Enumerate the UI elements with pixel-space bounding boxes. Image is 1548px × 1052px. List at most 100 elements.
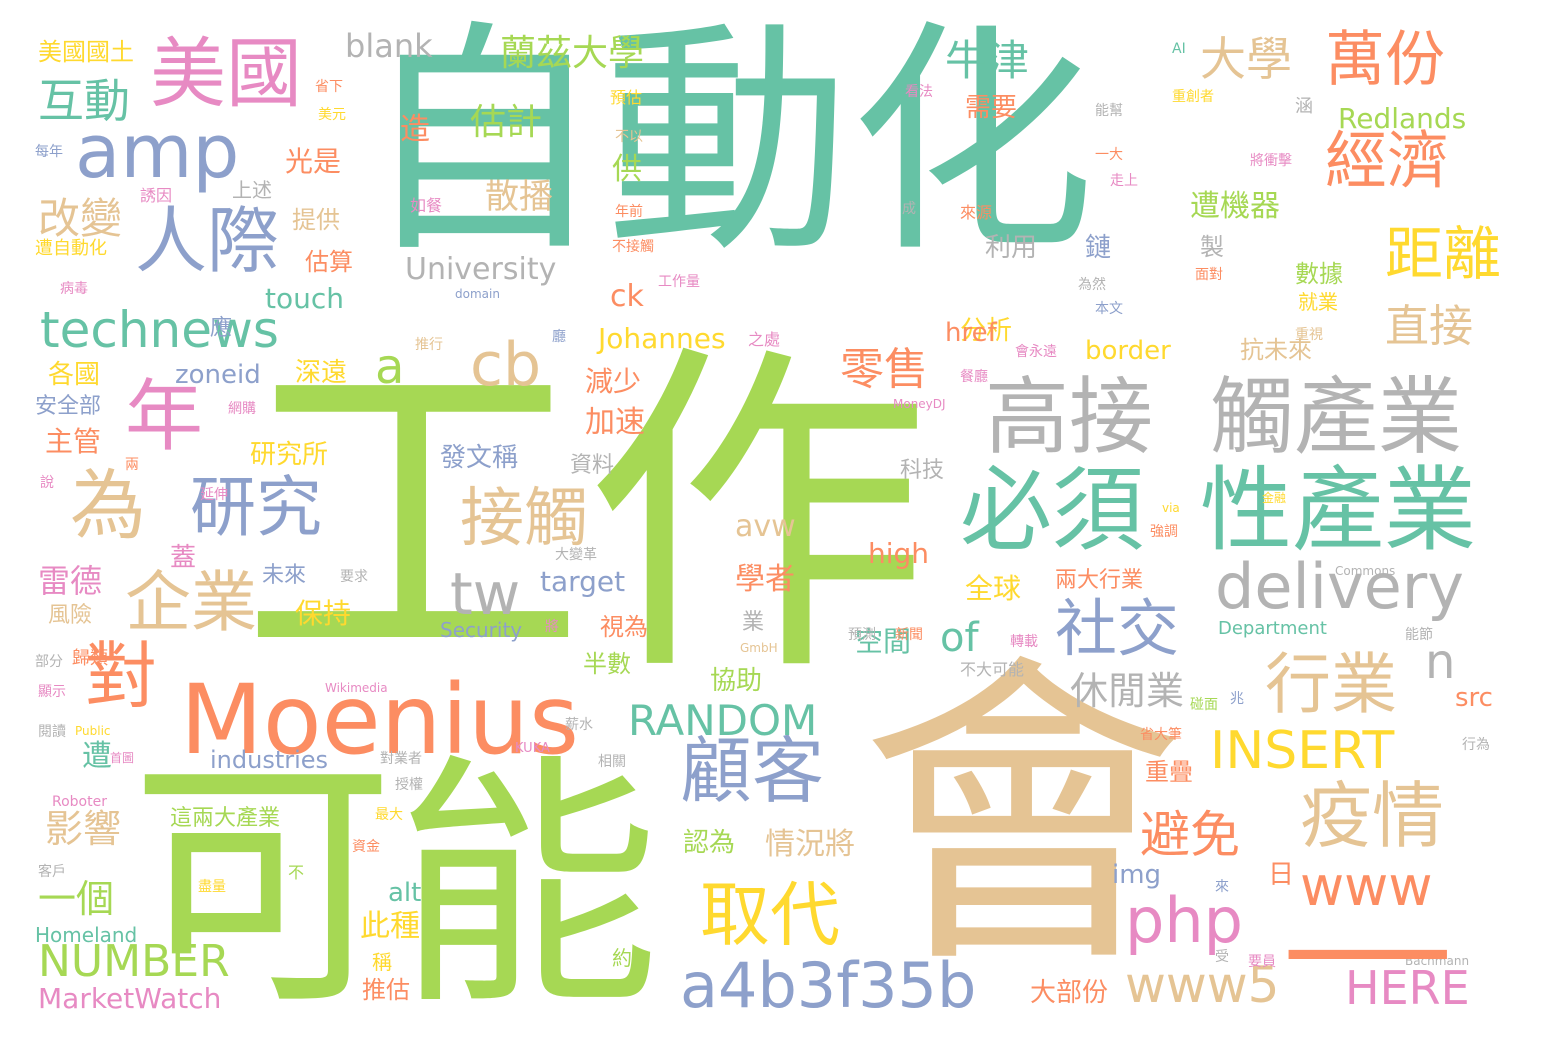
word: touch xyxy=(265,282,344,315)
word: 重視 xyxy=(1295,327,1323,343)
word: 距離 xyxy=(1385,220,1502,288)
word: 受 xyxy=(1215,949,1229,965)
word: alt xyxy=(388,878,422,908)
word: cb xyxy=(470,330,542,400)
word: 稱 xyxy=(372,950,392,974)
word: 能幫 xyxy=(1095,103,1123,119)
word: 兩 xyxy=(125,457,139,473)
word: 取代 xyxy=(700,874,840,956)
word: avw xyxy=(735,509,796,544)
word: 估計 xyxy=(470,102,543,143)
word: 轉載 xyxy=(1010,634,1038,650)
word: 蓋 xyxy=(170,543,197,573)
word: Department xyxy=(1218,618,1327,639)
word: industries xyxy=(210,746,329,774)
word: 兆 xyxy=(1230,691,1244,707)
word: HERE xyxy=(1345,961,1470,1015)
word: 行為 xyxy=(1462,737,1490,753)
word: 保持 xyxy=(295,597,352,630)
word: 加速 xyxy=(585,405,645,440)
word: ck xyxy=(610,279,644,314)
word: php xyxy=(1125,884,1244,957)
word: 認為 xyxy=(683,828,736,858)
word: 供 xyxy=(612,152,642,187)
word: 疫情 xyxy=(1300,774,1445,858)
word: 說 xyxy=(40,475,54,491)
word: 不接觸 xyxy=(612,239,654,255)
word: 資金 xyxy=(352,839,380,855)
word: 萬份 xyxy=(1325,25,1445,95)
word: INSERT xyxy=(1210,721,1395,781)
word: 餐廳 xyxy=(960,369,988,385)
word: of xyxy=(940,615,979,661)
word: Roboter xyxy=(52,794,107,810)
word: 顧客 xyxy=(680,729,825,813)
word: 大變革 xyxy=(555,547,597,563)
word: 工作 xyxy=(240,317,930,718)
word: 這兩大產業 xyxy=(170,806,281,831)
word: href xyxy=(945,318,997,348)
word: 年 xyxy=(125,372,204,462)
word: 散播 xyxy=(485,177,553,217)
word: 全球 xyxy=(965,572,1022,605)
word: 將 xyxy=(545,619,559,635)
word: 走上 xyxy=(1110,173,1138,189)
word: 牛津 xyxy=(945,36,1030,85)
word: 業 xyxy=(742,610,765,635)
word: GmbH xyxy=(740,641,778,655)
word: Johannes xyxy=(598,322,726,355)
word: 學者 xyxy=(735,562,795,597)
word: 互動 xyxy=(38,74,130,128)
word: 每年 xyxy=(35,144,63,160)
word: 觸產業 xyxy=(1210,368,1463,466)
word: 授權 xyxy=(395,777,423,793)
word: Public xyxy=(75,724,111,738)
word: 如餐 xyxy=(410,196,443,215)
word: 重疊 xyxy=(1145,758,1193,786)
word: n xyxy=(1425,634,1456,690)
word: target xyxy=(540,565,626,598)
word: 薪水 xyxy=(565,717,593,733)
word: 接觸 xyxy=(460,482,588,556)
word: img xyxy=(1112,860,1162,890)
word: 自動化 xyxy=(360,0,1095,285)
word: 日 xyxy=(1268,860,1295,890)
word: 研究所 xyxy=(250,440,329,470)
word: 社交 xyxy=(1055,592,1180,665)
word: 本文 xyxy=(1095,301,1123,317)
word: 能節 xyxy=(1405,627,1433,643)
word: amp xyxy=(75,109,240,195)
word: 誘因 xyxy=(140,186,173,205)
word: 遭機器 xyxy=(1190,189,1280,224)
word: 不以 xyxy=(615,129,643,145)
word: 造 xyxy=(400,112,430,147)
word: 分析 xyxy=(960,316,1013,346)
word: 情況將 xyxy=(765,827,855,862)
word: 兩大行業 xyxy=(1055,568,1144,593)
word: 鏈 xyxy=(1085,233,1112,263)
word: 部分 xyxy=(35,654,63,670)
word: 改變 xyxy=(38,194,123,243)
word: 風險 xyxy=(48,603,93,628)
word: 半數 xyxy=(583,650,631,678)
word: 影響 xyxy=(45,807,122,851)
word: 金融 xyxy=(1262,491,1287,505)
word: 顯示 xyxy=(38,684,66,700)
word: 美國 xyxy=(150,29,302,118)
word: a4b3f35b xyxy=(680,949,977,1022)
word: 視為 xyxy=(600,613,648,641)
word: 網購 xyxy=(228,401,256,417)
word: KUKA xyxy=(515,741,550,756)
word: 蘭茲大學 xyxy=(500,33,645,74)
word: 要員 xyxy=(1248,954,1276,970)
word: 成 xyxy=(902,201,916,217)
word: 重創者 xyxy=(1172,89,1214,105)
word: 預估 xyxy=(610,88,643,107)
word: 估算 xyxy=(305,248,353,276)
word: domain xyxy=(455,287,500,301)
word: 科技 xyxy=(900,458,945,483)
word: — xyxy=(1280,869,1456,1021)
word: 休閒業 xyxy=(1070,669,1185,713)
word: 盡量 xyxy=(198,879,226,895)
word: 各國 xyxy=(48,360,101,390)
